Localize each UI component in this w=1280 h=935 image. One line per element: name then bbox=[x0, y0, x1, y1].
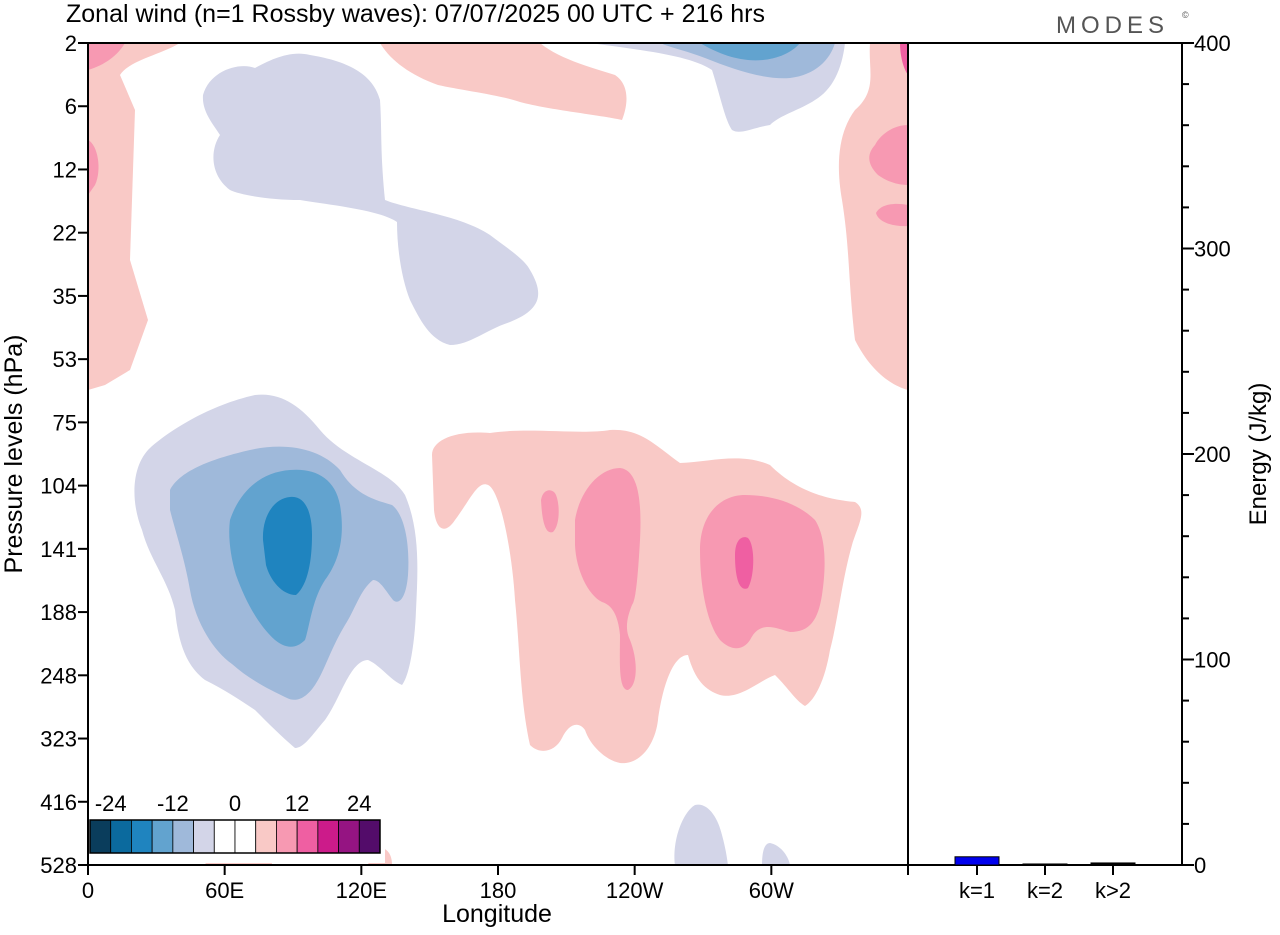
colorbar-swatch bbox=[151, 819, 174, 854]
x-tick-label: 120W bbox=[606, 878, 664, 903]
colorbar-swatch bbox=[89, 819, 112, 854]
brand-mark: © bbox=[1182, 10, 1189, 20]
colorbar-swatch bbox=[110, 819, 132, 854]
y-tick-label: 141 bbox=[40, 537, 77, 562]
y-axis-energy: 0 100 200 300 400 bbox=[1182, 31, 1231, 878]
colorbar-swatch bbox=[213, 819, 236, 854]
colorbar-tick-label: 12 bbox=[285, 791, 309, 816]
bar-category-label: k=2 bbox=[1027, 878, 1063, 903]
energy-bar bbox=[1022, 863, 1068, 866]
y-tick-label: 104 bbox=[40, 474, 77, 499]
colorbar-swatch bbox=[255, 819, 277, 854]
colorbar-labels: -24 -12 0 12 24 bbox=[95, 791, 372, 816]
bar-category-label: k>2 bbox=[1095, 878, 1131, 903]
x-tick-label: 60W bbox=[749, 878, 794, 903]
x-axis-longitude: 0 60E 120E 180 120W 60W bbox=[82, 865, 909, 903]
energy-bar bbox=[1090, 862, 1136, 866]
y-tick-label: 323 bbox=[40, 727, 77, 752]
colorbar-swatch bbox=[296, 819, 319, 854]
energy-tick-label: 300 bbox=[1194, 237, 1231, 262]
energy-bars: k=1 k=2 k>2 bbox=[954, 856, 1136, 903]
chart-title: Zonal wind (n=1 Rossby waves): 07/07/202… bbox=[66, 0, 765, 28]
colorbar-swatch bbox=[358, 819, 381, 854]
x-tick-label: 180 bbox=[480, 878, 517, 903]
energy-tick-label: 0 bbox=[1194, 853, 1206, 878]
contour-fill-pos2 bbox=[88, 43, 908, 690]
colorbar-swatch bbox=[338, 819, 360, 854]
colorbar-swatches bbox=[89, 819, 381, 854]
x-axis-label: Longitude bbox=[442, 900, 552, 928]
colorbar-tick-label: -12 bbox=[157, 791, 189, 816]
contour-fill-neg4 bbox=[262, 496, 312, 595]
y-axis-label: Pressure levels (hPa) bbox=[0, 335, 28, 574]
y-tick-label: 6 bbox=[65, 94, 77, 119]
brand-logo: MODES bbox=[1056, 12, 1169, 39]
energy-tick-label: 100 bbox=[1194, 648, 1231, 673]
energy-tick-label: 200 bbox=[1194, 442, 1231, 467]
energy-bar bbox=[954, 856, 1000, 866]
y-tick-label: 75 bbox=[53, 410, 77, 435]
contour-fill-pos3 bbox=[735, 43, 908, 589]
colorbar-outline bbox=[89, 819, 381, 854]
y-tick-label: 12 bbox=[53, 157, 77, 182]
energy-tick-label: 400 bbox=[1194, 31, 1231, 56]
energy-axis-label: Energy (J/kg) bbox=[1245, 383, 1272, 526]
x-tick-label: 60E bbox=[205, 878, 244, 903]
x-tick-label: 120E bbox=[336, 878, 387, 903]
y-tick-label: 2 bbox=[65, 31, 77, 56]
y-tick-label: 416 bbox=[40, 790, 77, 815]
y-tick-label: 35 bbox=[53, 284, 77, 309]
contour-plot bbox=[88, 43, 908, 865]
colorbar-tick-label: 24 bbox=[347, 791, 371, 816]
contour-fill-pos1 bbox=[88, 43, 908, 865]
colorbar-swatch bbox=[234, 819, 257, 854]
y-axis-pressure: 2 6 12 22 35 53 75 104 141 188 248 323 416 528 bbox=[40, 31, 88, 878]
colorbar-swatch bbox=[317, 819, 339, 854]
y-tick-label: 528 bbox=[40, 853, 77, 878]
colorbar-tick-label: 0 bbox=[229, 791, 241, 816]
x-tick-label: 0 bbox=[82, 878, 94, 903]
colorbar: -24 -12 0 12 24 bbox=[89, 786, 385, 863]
bar-category-label: k=1 bbox=[959, 878, 995, 903]
colorbar-swatch bbox=[131, 819, 153, 854]
colorbar-swatch bbox=[276, 819, 298, 854]
colorbar-tick-label: -24 bbox=[95, 791, 127, 816]
y-tick-label: 248 bbox=[40, 663, 77, 688]
colorbar-swatch bbox=[193, 819, 215, 854]
y-tick-label: 22 bbox=[53, 221, 77, 246]
colorbar-swatch bbox=[172, 819, 194, 854]
y-tick-label: 53 bbox=[53, 347, 77, 372]
y-tick-label: 188 bbox=[40, 600, 77, 625]
